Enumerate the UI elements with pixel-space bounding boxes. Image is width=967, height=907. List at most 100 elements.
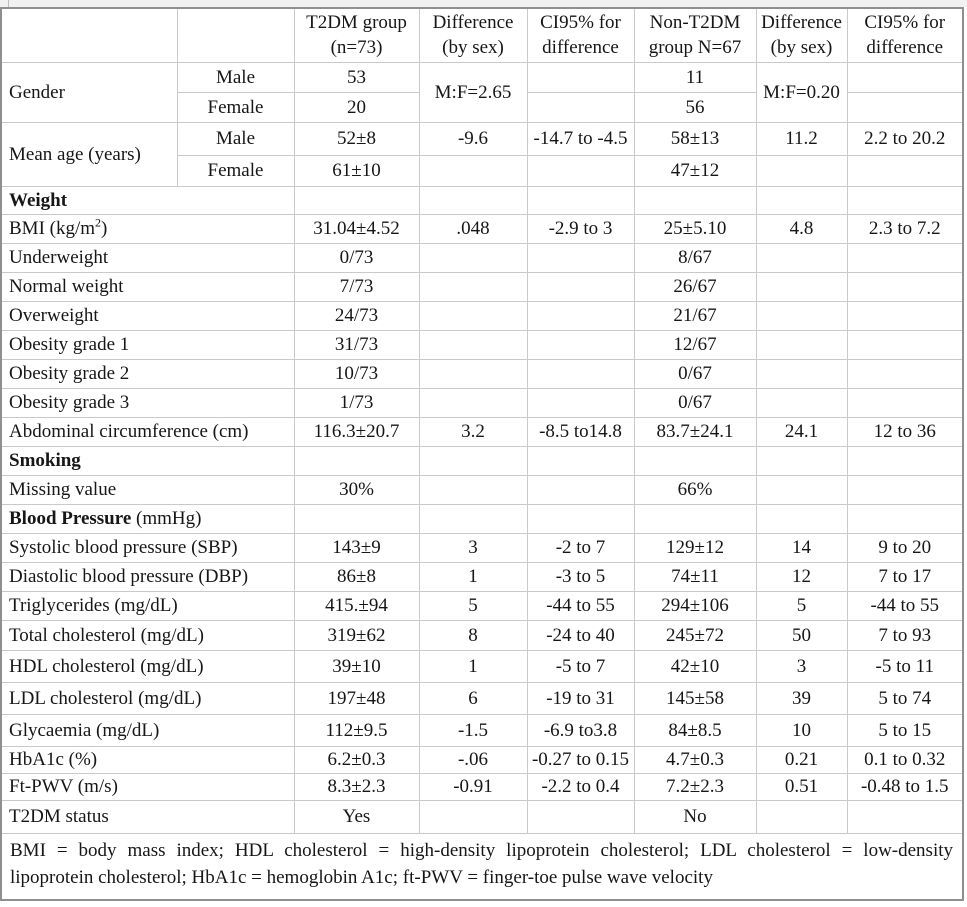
row-label-cell: Abdominal circumference (cm)	[0, 417, 295, 448]
ci95-cell	[526, 446, 635, 477]
non-t2dm-value-cell: 56	[633, 92, 757, 124]
superscript: 2	[95, 216, 102, 231]
ci95-cell	[526, 800, 635, 835]
gender-male-sublabel-cell: Male	[176, 62, 295, 94]
non-t2dm-value-cell	[633, 504, 757, 535]
non-t2dm-value-cell: 4.7±0.3	[633, 746, 757, 775]
mean-age-male-row: Mean age (years) Male 52±8 -9.6 -14.7 to…	[0, 122, 964, 188]
ci95-cell	[526, 475, 635, 506]
non-t2dm-value-cell	[633, 186, 757, 216]
difference-by-sex-cell: .048	[418, 214, 528, 245]
ci95-cell	[846, 504, 964, 535]
section-header-row: Smoking	[0, 446, 964, 477]
difference-header-1: Difference (by sex)	[418, 7, 528, 64]
difference-by-sex-cell: -1.5	[418, 714, 528, 748]
t2dm-value-cell: 10/73	[293, 359, 420, 390]
difference-by-sex-cell: 6	[418, 682, 528, 716]
row-label-cell: Obesity grade 3	[0, 388, 295, 419]
section-label: Blood Pressure	[9, 508, 132, 530]
difference-by-sex-cell: 0.21	[755, 746, 848, 775]
difference-by-sex-cell: 5	[755, 591, 848, 622]
t2dm-value-cell: 31.04±4.52	[293, 214, 420, 245]
row-label-cell: Ft-PWV (m/s)	[0, 773, 295, 802]
abbreviations-footnote: BMI = body mass index; HDL cholesterol =…	[0, 833, 964, 901]
ci95-cell: 5 to 15	[846, 714, 964, 748]
difference-by-sex-cell: M:F=2.65	[418, 62, 528, 124]
ci95-cell: -44 to 55	[846, 591, 964, 622]
sublabel-empty-cell	[176, 7, 295, 64]
ci95-cell	[846, 62, 964, 94]
difference-by-sex-cell: 4.8	[755, 214, 848, 245]
non-t2dm-value-cell: 58±13	[633, 122, 757, 157]
table-body: Gender Male 53 M:F=2.65 11 M:F=0.20 Fema…	[0, 62, 964, 188]
non-t2dm-value-cell: 26/67	[633, 272, 757, 303]
difference-by-sex-cell	[418, 446, 528, 477]
gender-female-row: Female 20 56	[1, 92, 964, 124]
ci95-cell	[846, 243, 964, 274]
difference-by-sex-cell	[418, 186, 528, 216]
row-label-text: )	[101, 218, 108, 240]
difference-header-2: Difference (by sex)	[755, 7, 848, 64]
t2dm-group-header: T2DM group (n=73)	[293, 7, 420, 64]
table-row: LDL cholesterol (mg/dL) 197±48 6 -19 to 31 1…	[0, 682, 964, 716]
table-row: Obesity grade 1 31/73 12/67	[0, 330, 964, 361]
ci95-cell: -0.27 to 0.15	[526, 746, 635, 775]
difference-by-sex-cell	[755, 475, 848, 506]
t2dm-value-cell: 143±9	[293, 533, 420, 564]
difference-by-sex-cell	[418, 800, 528, 835]
t2dm-value-cell	[293, 504, 420, 535]
row-label-cell: HbA1c (%)	[0, 746, 295, 775]
ci95-cell: -5 to 7	[526, 650, 635, 684]
row-label-cell: Smoking	[0, 446, 295, 477]
difference-by-sex-cell	[755, 243, 848, 274]
row-label-cell: Normal weight	[0, 272, 295, 303]
t2dm-value-cell: 20	[293, 92, 420, 124]
difference-by-sex-cell: 1	[418, 650, 528, 684]
t2dm-value-cell: 112±9.5	[293, 714, 420, 748]
difference-by-sex-cell: M:F=0.20	[755, 62, 848, 124]
non-t2dm-value-cell: 42±10	[633, 650, 757, 684]
table-row: HbA1c (%) 6.2±0.3 -.06 -0.27 to 0.15 4.7±0.3…	[0, 746, 964, 775]
header-row: T2DM group (n=73) Difference (by sex) CI…	[0, 7, 964, 64]
non-t2dm-group-header: Non-T2DM group N=67	[633, 7, 757, 64]
t2dm-value-cell: 197±48	[293, 682, 420, 716]
row-label-cell: LDL cholesterol (mg/dL)	[0, 682, 295, 716]
table-row: Glycaemia (mg/dL) 112±9.5 -1.5 -6.9 to3.8 84…	[0, 714, 964, 748]
section-header-row: Blood Pressure (mmHg)	[0, 504, 964, 535]
row-label-text: BMI (kg/m	[9, 218, 96, 240]
row-label-cell: Missing value	[0, 475, 295, 506]
strip-tick	[8, 0, 9, 7]
t2dm-value-cell	[293, 446, 420, 477]
table-row: Triglycerides (mg/dL) 415.±94 5 -44 to 55 29…	[0, 591, 964, 622]
difference-by-sex-cell	[418, 243, 528, 274]
ci95-cell: -14.7 to -4.5	[526, 122, 635, 157]
difference-by-sex-cell	[418, 504, 528, 535]
ci95-cell: 9 to 20	[846, 533, 964, 564]
ci95-cell: -3 to 5	[526, 562, 635, 593]
non-t2dm-value-cell: 245±72	[633, 620, 757, 652]
non-t2dm-value-cell: 84±8.5	[633, 714, 757, 748]
difference-by-sex-cell: 3	[755, 650, 848, 684]
row-label-cell: Obesity grade 1	[0, 330, 295, 361]
non-t2dm-value-cell: 7.2±2.3	[633, 773, 757, 802]
section-label: Smoking	[9, 450, 81, 472]
corner-empty-cell	[0, 7, 178, 64]
row-label-cell: BMI (kg/m2)	[0, 214, 295, 245]
ci95-cell	[846, 388, 964, 419]
mean-age-female-sublabel-cell: Female	[176, 155, 295, 188]
non-t2dm-value-cell: 8/67	[633, 243, 757, 274]
difference-by-sex-cell: 5	[418, 591, 528, 622]
difference-by-sex-cell: -9.6	[418, 122, 528, 157]
top-strip	[0, 0, 967, 7]
table-row: Missing value 30% 66%	[0, 475, 964, 506]
non-t2dm-value-cell: 83.7±24.1	[633, 417, 757, 448]
difference-by-sex-cell	[418, 155, 528, 188]
ci95-cell: 2.3 to 7.2	[846, 214, 964, 245]
t2dm-value-cell: 86±8	[293, 562, 420, 593]
mean-age-female-row: Female 61±10 47±12	[1, 155, 964, 188]
t2dm-value-cell: 8.3±2.3	[293, 773, 420, 802]
ci95-cell: 7 to 17	[846, 562, 964, 593]
gender-female-sublabel-cell: Female	[176, 92, 295, 124]
section-label: Weight	[9, 189, 68, 211]
gender-label-cell: Gender	[0, 62, 178, 124]
